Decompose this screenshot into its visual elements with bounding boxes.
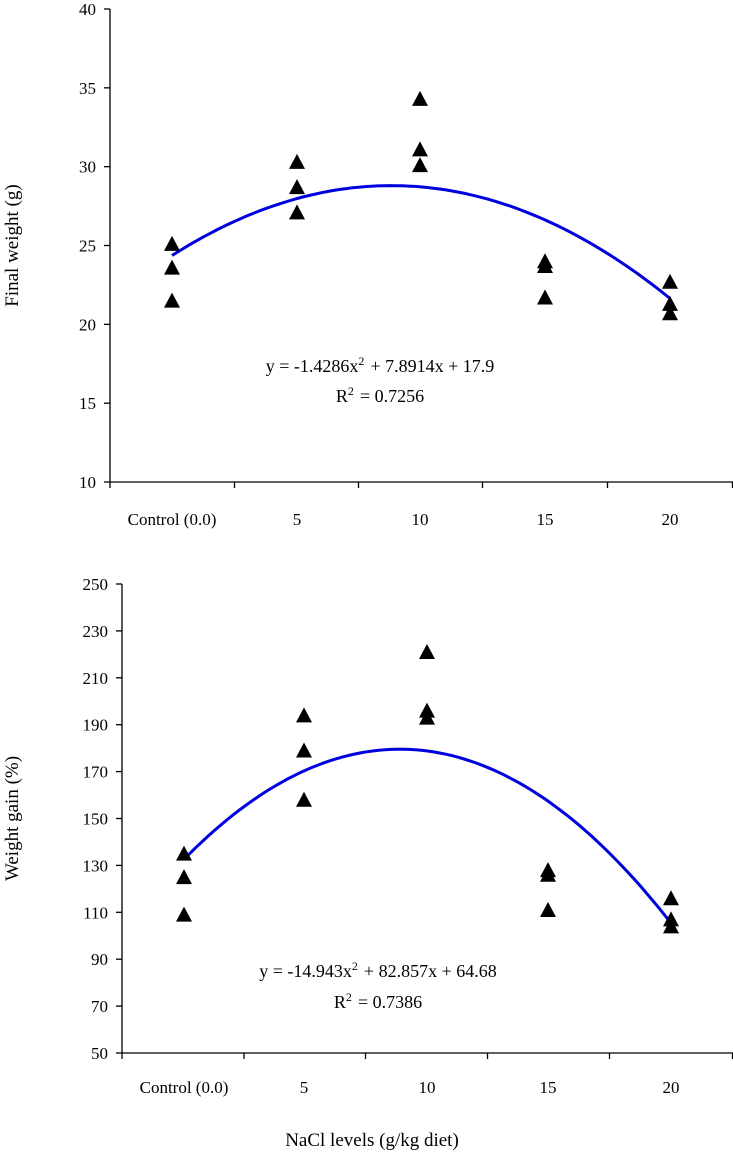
x-tick-label: Control (0.0) [140,1078,229,1097]
y-tick-label: 20 [79,315,96,334]
x-tick-label: 10 [412,510,429,529]
trendline-equation: y = -14.943x2 + 82.857x + 64.68 [259,959,496,981]
trendline-equation: y = -1.4286x2 + 7.8914x + 17.9 [266,354,494,376]
data-point [540,866,556,882]
r-squared-label: R2 = 0.7386 [334,990,422,1012]
y-tick-label: 250 [83,575,109,594]
y-axis-title: Weight gain (%) [2,756,23,881]
y-tick-label: 190 [83,716,109,735]
y-tick-label: 110 [83,903,108,922]
data-point [296,742,312,758]
data-point [662,273,678,289]
data-point [289,179,305,195]
data-point [164,292,180,308]
y-tick-label: 90 [91,950,108,969]
data-point [419,644,435,660]
data-point [663,918,679,934]
y-tick-label: 150 [83,810,109,829]
data-point [176,845,192,861]
data-point [296,791,312,807]
data-point [662,295,678,311]
y-tick-label: 130 [83,856,109,875]
y-tick-label: 30 [79,158,96,177]
data-point [412,90,428,106]
x-axis-title: NaCl levels (g/kg diet) [285,1130,459,1151]
x-tick-label: 15 [540,1078,557,1097]
y-tick-label: 70 [91,997,108,1016]
x-tick-label: 20 [663,1078,680,1097]
trendline [171,184,671,300]
x-tick-label: 10 [419,1078,436,1097]
y-axis-title: Final weight (g) [2,184,23,306]
trendline [182,747,673,925]
data-point [537,289,553,305]
x-tick-label: 5 [293,510,302,529]
weight-gain-chart: 50 70 90 110 130 150 170 190 210 230 250 Control (0… [2,575,733,1151]
y-tick-label: 25 [79,237,96,256]
data-point [176,906,192,922]
data-point [296,707,312,723]
y-tick-label: 35 [79,79,96,98]
y-tick-label: 50 [91,1044,108,1063]
x-tick-label: 5 [300,1078,309,1097]
data-point [289,153,305,169]
x-tick-label: 15 [537,510,554,529]
y-tick-label: 10 [79,473,96,492]
r-squared-label: R2 = 0.7256 [336,384,424,406]
y-tick-label: 40 [79,0,96,19]
y-tick-label: 230 [83,622,109,641]
data-point [662,305,678,321]
data-point [663,890,679,906]
data-point [419,709,435,725]
data-point [164,259,180,275]
x-tick-label: Control (0.0) [128,510,217,529]
data-point [537,257,553,273]
data-point [176,869,192,885]
data-point [164,235,180,251]
data-point [412,141,428,157]
data-point [540,901,556,917]
data-point [412,157,428,173]
final-weight-chart: 10 15 20 25 30 35 40 Control (0.0) 5 10 15 20 Final … [2,0,733,529]
data-point [289,204,305,220]
x-tick-label: 20 [662,510,679,529]
y-tick-label: 15 [79,394,96,413]
y-tick-label: 210 [83,669,109,688]
y-tick-label: 170 [83,763,109,782]
